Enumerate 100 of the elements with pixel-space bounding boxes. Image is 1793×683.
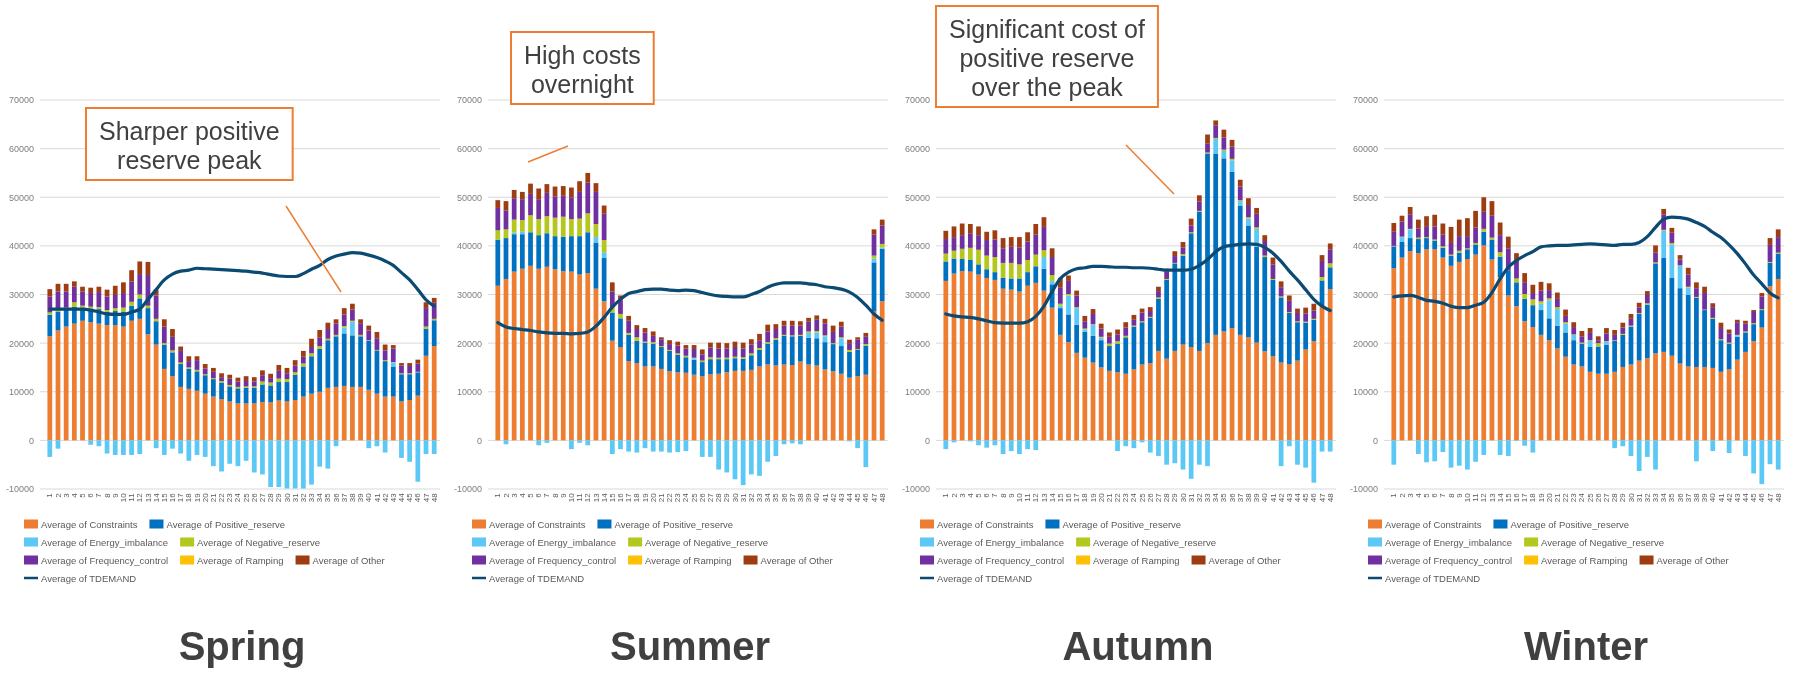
x-tick-label: 45 <box>1301 492 1311 503</box>
x-tick-label: 41 <box>820 492 830 503</box>
y-tick-label: -10000 <box>901 484 930 495</box>
x-tick-label: 44 <box>397 492 407 503</box>
x-tick-label: 40 <box>812 492 822 503</box>
x-tick-label: 19 <box>1536 492 1546 503</box>
x-tick-label: 24 <box>1577 492 1587 503</box>
x-tick-label: 23 <box>225 492 235 503</box>
x-tick-label: 23 <box>1569 492 1579 503</box>
x-tick-label: 4 <box>69 492 79 498</box>
legend-label: Average of Positive_reserve <box>1510 518 1630 530</box>
y-tick-label: 50000 <box>904 192 930 203</box>
x-tick-label: 23 <box>1121 492 1131 503</box>
y-tick-label: 0 <box>924 435 930 446</box>
x-tick-label: 34 <box>315 492 325 503</box>
legend-label: Average of Frequency_control <box>937 554 1065 566</box>
legend-label: Average of TDEMAND <box>937 572 1033 584</box>
x-tick-label: 16 <box>1064 492 1074 503</box>
legend-label: Average of Ramping <box>197 554 284 566</box>
x-tick-label: 30 <box>1626 492 1636 503</box>
x-tick-label: 36 <box>1227 492 1237 503</box>
x-tick-label: 32 <box>1194 492 1204 503</box>
x-tick-label: 44 <box>1741 492 1751 503</box>
x-tick-label: 45 <box>405 492 415 503</box>
legend-label: Average of Ramping <box>1541 554 1628 566</box>
x-tick-label: 30 <box>282 492 292 503</box>
x-tick-label: 29 <box>1170 492 1180 503</box>
x-tick-label: 9 <box>110 492 120 498</box>
x-tick-label: 19 <box>192 492 202 503</box>
x-tick-label: 29 <box>722 492 732 503</box>
x-tick-label: 11 <box>575 492 585 502</box>
x-tick-label: 39 <box>1700 492 1710 503</box>
legend-label: Average of Negative_reserve <box>645 536 768 548</box>
x-tick-label: 30 <box>730 492 740 503</box>
x-tick-label: 1 <box>45 492 55 498</box>
x-tick-label: 20 <box>1096 492 1106 503</box>
y-tick-label: 10000 <box>904 387 930 398</box>
legend-label: Average of Ramping <box>1093 554 1180 566</box>
x-tick-label: 48 <box>1773 492 1783 503</box>
x-tick-label: 13 <box>1487 492 1497 503</box>
x-tick-label: 27 <box>1602 492 1612 503</box>
x-tick-label: 36 <box>779 492 789 503</box>
x-tick-label: 48 <box>429 492 439 503</box>
x-tick-label: 2 <box>53 492 63 498</box>
x-tick-label: 44 <box>1293 492 1303 503</box>
y-tick-label: 40000 <box>8 241 34 252</box>
legend-label: Average of Energy_imbalance <box>489 536 617 548</box>
x-tick-label: 47 <box>1765 492 1775 503</box>
text: Winter <box>1523 624 1649 668</box>
x-tick-label: 20 <box>648 492 658 503</box>
x-tick-label: 2 <box>501 492 511 498</box>
x-tick-label: 7 <box>990 492 1000 498</box>
x-tick-label: 13 <box>1039 492 1049 503</box>
x-tick-label: 32 <box>746 492 756 503</box>
y-tick-label: 40000 <box>456 241 482 252</box>
x-tick-label: 18 <box>632 492 642 503</box>
x-tick-label: 31 <box>1186 492 1196 503</box>
legend-label: Average of TDEMAND <box>1385 572 1481 584</box>
x-tick-label: 9 <box>1454 492 1464 498</box>
y-tick-label: 60000 <box>456 144 482 155</box>
y-tick-label: 10000 <box>456 387 482 398</box>
legend-label: Average of Positive_reserve <box>166 518 286 530</box>
x-tick-label: 40 <box>1708 492 1718 503</box>
x-tick-label: 25 <box>1137 492 1147 503</box>
x-tick-label: 5 <box>1422 492 1432 498</box>
text: Autumn <box>1062 624 1214 668</box>
x-tick-label: 14 <box>1047 492 1057 503</box>
legend-label: Average of Constraints <box>489 518 586 530</box>
x-tick-label: 42 <box>1724 492 1734 503</box>
x-tick-label: 17 <box>624 492 634 503</box>
x-tick-label: 10 <box>1014 492 1024 503</box>
x-tick-label: 22 <box>1113 492 1123 503</box>
legend-label: Average of Constraints <box>1385 518 1482 530</box>
text: Spring <box>178 624 306 668</box>
legend-label: Average of Frequency_control <box>41 554 169 566</box>
x-tick-label: 32 <box>1642 492 1652 503</box>
x-tick-label: 39 <box>1252 492 1262 503</box>
x-tick-label: 46 <box>413 492 423 503</box>
x-tick-label: 41 <box>372 492 382 503</box>
legend-label: Average of Other <box>1656 554 1729 566</box>
y-tick-label: 50000 <box>456 192 482 203</box>
x-tick-label: 7 <box>1438 492 1448 498</box>
x-tick-label: 42 <box>828 492 838 503</box>
x-tick-label: 22 <box>665 492 675 503</box>
x-tick-label: 39 <box>804 492 814 503</box>
x-tick-label: 10 <box>1462 492 1472 503</box>
legend-label: Average of Other <box>1208 554 1281 566</box>
legend-label: Average of Other <box>760 554 833 566</box>
x-tick-label: 25 <box>1585 492 1595 503</box>
x-tick-label: 24 <box>233 492 243 503</box>
legend-label: Average of Negative_reserve <box>197 536 320 548</box>
x-tick-label: 4 <box>1413 492 1423 498</box>
x-tick-label: 36 <box>331 492 341 503</box>
y-tick-label: 70000 <box>456 95 482 106</box>
x-tick-label: 21 <box>1552 492 1562 503</box>
annotation: Significant cost of positive reserve over the peak <box>949 15 1145 101</box>
x-tick-label: 22 <box>1561 492 1571 503</box>
x-tick-label: 11 <box>1471 492 1481 502</box>
x-tick-label: 20 <box>200 492 210 503</box>
x-tick-label: 2 <box>949 492 959 498</box>
